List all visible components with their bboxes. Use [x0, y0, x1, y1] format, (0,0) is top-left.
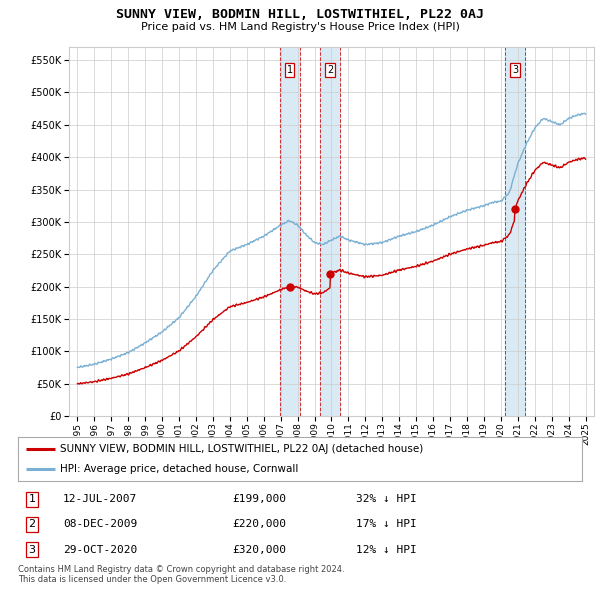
- Text: SUNNY VIEW, BODMIN HILL, LOSTWITHIEL, PL22 0AJ (detached house): SUNNY VIEW, BODMIN HILL, LOSTWITHIEL, PL…: [60, 444, 424, 454]
- Text: 17% ↓ HPI: 17% ↓ HPI: [356, 519, 417, 529]
- Text: 1: 1: [287, 65, 293, 75]
- Text: 12-JUL-2007: 12-JUL-2007: [63, 494, 137, 504]
- Text: Contains HM Land Registry data © Crown copyright and database right 2024.: Contains HM Land Registry data © Crown c…: [18, 565, 344, 574]
- Text: 12% ↓ HPI: 12% ↓ HPI: [356, 545, 417, 555]
- Text: 2: 2: [327, 65, 334, 75]
- Text: SUNNY VIEW, BODMIN HILL, LOSTWITHIEL, PL22 0AJ: SUNNY VIEW, BODMIN HILL, LOSTWITHIEL, PL…: [116, 8, 484, 21]
- Text: 3: 3: [29, 545, 35, 555]
- Text: 32% ↓ HPI: 32% ↓ HPI: [356, 494, 417, 504]
- Text: 29-OCT-2020: 29-OCT-2020: [63, 545, 137, 555]
- Bar: [320, 47, 340, 416]
- Text: £320,000: £320,000: [232, 545, 286, 555]
- Text: 3: 3: [512, 65, 518, 75]
- Bar: [280, 47, 300, 416]
- Text: 2: 2: [29, 519, 35, 529]
- Text: 1: 1: [29, 494, 35, 504]
- Text: Price paid vs. HM Land Registry's House Price Index (HPI): Price paid vs. HM Land Registry's House …: [140, 22, 460, 32]
- Text: This data is licensed under the Open Government Licence v3.0.: This data is licensed under the Open Gov…: [18, 575, 286, 584]
- Bar: [505, 47, 525, 416]
- Text: 08-DEC-2009: 08-DEC-2009: [63, 519, 137, 529]
- Text: £220,000: £220,000: [232, 519, 286, 529]
- Text: HPI: Average price, detached house, Cornwall: HPI: Average price, detached house, Corn…: [60, 464, 299, 474]
- Text: £199,000: £199,000: [232, 494, 286, 504]
